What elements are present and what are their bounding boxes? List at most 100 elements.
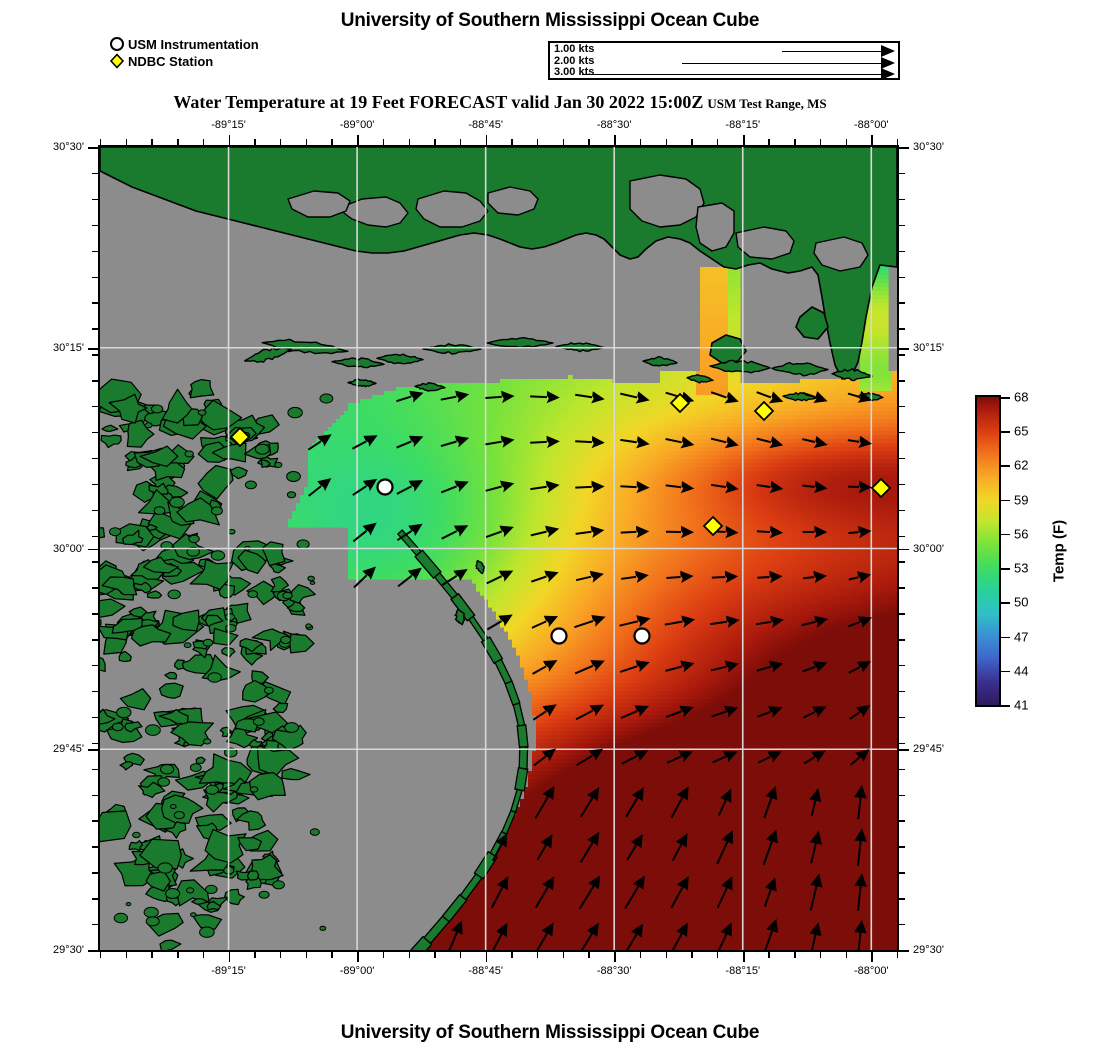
current-vector-head — [496, 876, 509, 891]
marsh-island — [172, 533, 215, 561]
current-vector-head — [588, 748, 604, 761]
marsh-island — [239, 638, 264, 653]
current-vector-shaft — [624, 886, 640, 910]
y-axis-minor-tick — [92, 665, 98, 667]
marsh-island — [100, 434, 122, 449]
current-vector-shaft — [847, 621, 861, 628]
barrier-island-segment — [518, 746, 529, 770]
marsh-islet — [260, 878, 267, 884]
current-vector-head — [363, 478, 378, 492]
current-vector-shaft — [802, 438, 816, 443]
marsh-island — [270, 576, 289, 593]
x-axis-minor-tick — [434, 952, 436, 958]
current-vector-head — [725, 525, 739, 539]
x-axis-minor-tick — [717, 139, 719, 145]
y-axis-minor-tick — [92, 846, 98, 848]
y-axis-minor-tick — [92, 587, 98, 589]
marsh-islet — [258, 890, 270, 899]
current-vector-shaft — [575, 393, 593, 399]
x-axis-minor-tick — [537, 952, 539, 958]
current-vector-shaft — [802, 576, 815, 580]
current-vector-head — [813, 391, 828, 403]
marsh-islet — [224, 613, 236, 621]
usm-instrumentation-marker[interactable] — [633, 627, 651, 645]
current-vector-head — [542, 785, 555, 801]
colorbar-tick — [1001, 465, 1010, 468]
x-axis-minor-tick — [511, 139, 513, 145]
map-plot-area[interactable] — [98, 145, 899, 952]
current-vector-head — [495, 922, 508, 938]
x-axis-minor-tick — [768, 952, 770, 958]
current-vector-head — [676, 922, 688, 937]
ndbc-station-marker[interactable] — [753, 400, 775, 422]
current-vector-shaft — [666, 755, 682, 764]
current-vector-head — [545, 480, 560, 493]
barrier-island — [771, 361, 829, 377]
ndbc-station-marker[interactable] — [702, 515, 724, 537]
y-axis-minor-tick — [92, 613, 98, 615]
current-vector-shaft — [536, 933, 548, 950]
current-vector-shaft — [485, 440, 502, 446]
ndbc-station-marker[interactable] — [229, 426, 251, 448]
ndbc-station-marker[interactable] — [870, 477, 892, 499]
marsh-islet — [165, 888, 181, 899]
velocity-scale-arrowhead — [881, 45, 895, 57]
marsh-island — [218, 583, 236, 599]
x-axis-minor-tick — [562, 952, 565, 958]
y-axis-tick-label: 30°15' — [53, 341, 84, 354]
current-vector-shaft — [711, 710, 727, 718]
current-vector-shaft — [534, 796, 549, 819]
ndbc-station-marker[interactable] — [669, 392, 691, 414]
current-vector-shaft — [710, 665, 727, 672]
current-vector-head — [540, 834, 553, 849]
current-vector-head — [812, 706, 827, 718]
x-axis-tick-label: -89°00' — [339, 119, 375, 131]
current-vector-shaft — [352, 530, 368, 543]
marsh-island — [161, 388, 193, 424]
marsh-islet — [207, 672, 222, 683]
marsh-island — [128, 839, 144, 852]
subtitle-row: Water Temperature at 19 Feet FORECAST va… — [0, 92, 1000, 113]
current-vector-head — [721, 830, 733, 845]
current-vector-shaft — [485, 485, 502, 492]
marsh-islet — [199, 926, 215, 938]
x-axis-major-tick — [228, 952, 231, 962]
current-vector-shaft — [763, 797, 773, 819]
marsh-islet — [157, 862, 173, 874]
current-vector-shaft — [849, 711, 861, 720]
current-vector-head — [498, 614, 513, 627]
subtitle-region: USM Test Range, MS — [707, 96, 827, 111]
marsh-island — [234, 718, 259, 733]
current-vector-head — [545, 525, 560, 538]
current-vector-shaft — [671, 844, 683, 862]
x-axis-minor-tick — [511, 952, 513, 958]
current-vector-shaft — [717, 799, 727, 816]
marsh-island — [119, 760, 134, 771]
current-vector-shaft — [352, 485, 367, 496]
barrier-island — [642, 355, 678, 367]
y-axis-minor-tick — [92, 716, 98, 719]
current-vector-head — [724, 391, 739, 404]
current-vector-head — [809, 788, 822, 803]
usm-instrumentation-marker[interactable] — [376, 478, 394, 496]
x-axis-minor-tick — [382, 139, 385, 145]
marsh-islet — [202, 638, 214, 647]
barrier-island-segment — [514, 766, 529, 792]
current-vector-shaft — [626, 934, 638, 950]
y-axis-minor-tick — [92, 509, 98, 512]
current-vector-head — [810, 873, 823, 888]
x-axis-minor-tick — [434, 139, 436, 145]
y-axis-minor-tick — [899, 794, 905, 796]
current-vector-head — [587, 787, 600, 802]
current-vector-shaft — [626, 844, 637, 861]
colorbar-tick-label: 59 — [1014, 492, 1029, 508]
usm-instrumentation-marker[interactable] — [550, 627, 568, 645]
y-axis-tick-label: 29°30' — [913, 944, 944, 956]
station-markers[interactable] — [229, 392, 897, 645]
current-vector-head — [814, 480, 828, 494]
x-axis-tick-label: -88°30' — [596, 119, 632, 131]
marsh-island — [281, 767, 311, 781]
y-axis-minor-tick — [92, 354, 98, 356]
marsh-islet — [225, 624, 237, 633]
x-axis-minor-tick — [408, 139, 410, 145]
